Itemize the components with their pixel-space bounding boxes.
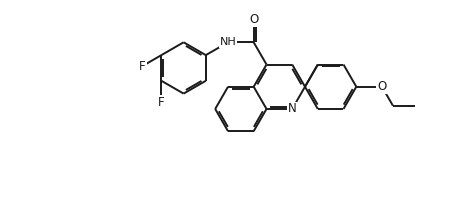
Text: F: F [158, 96, 165, 109]
Text: O: O [249, 13, 258, 26]
Text: O: O [378, 80, 387, 93]
Text: N: N [288, 103, 296, 115]
Text: NH: NH [219, 37, 236, 47]
Text: F: F [139, 60, 146, 73]
